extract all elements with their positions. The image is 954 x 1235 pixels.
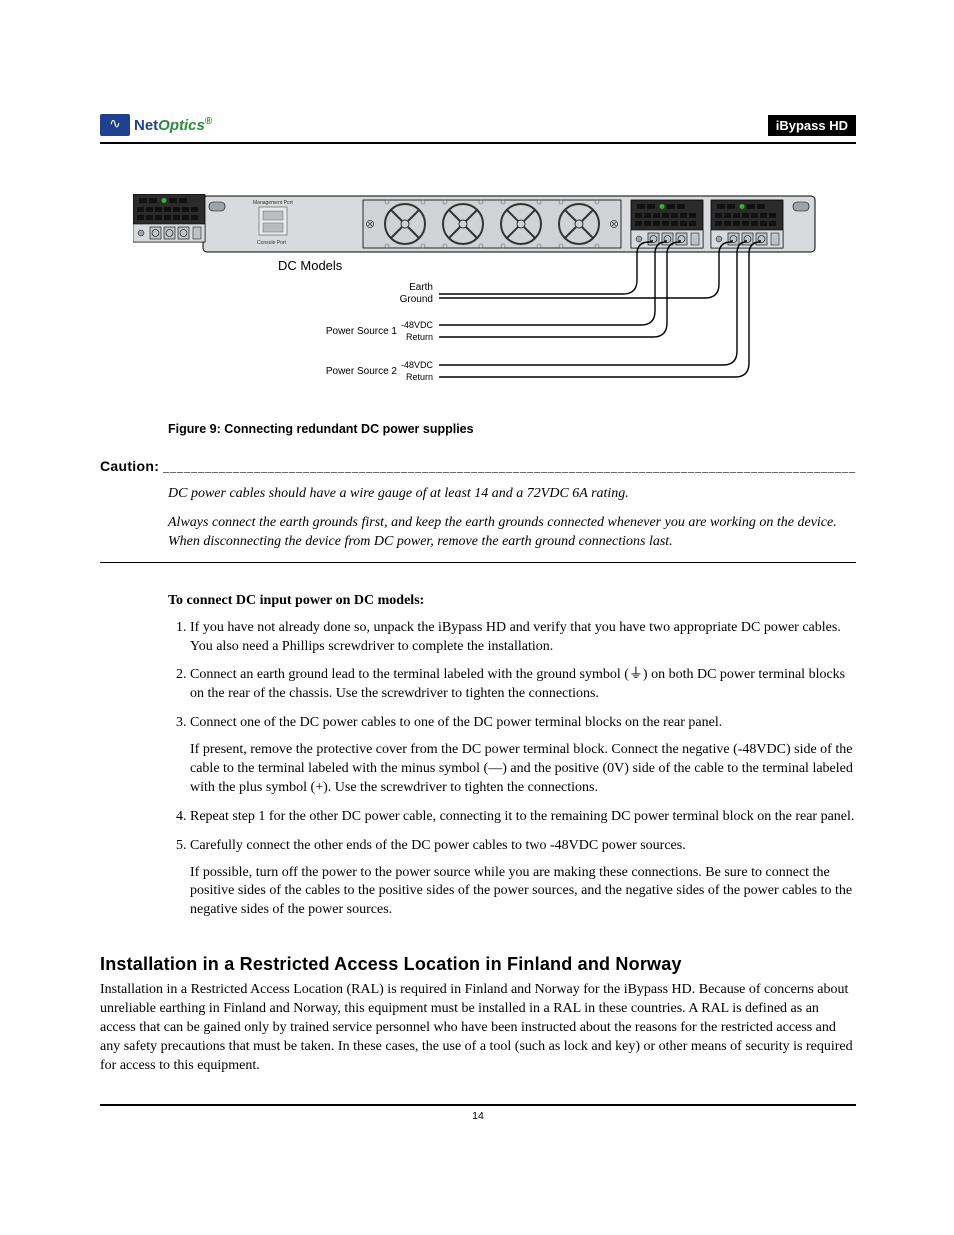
section-body: Installation in a Restricted Access Loca…: [100, 981, 856, 1075]
document-title-badge: iBypass HD: [768, 115, 856, 136]
step-3: Connect one of the DC power cables to on…: [190, 714, 856, 798]
footer-rule: [100, 1104, 856, 1106]
caution-rule: ________________________________________…: [163, 460, 856, 475]
power-supply-module: [133, 194, 205, 242]
procedure-intro: To connect DC input power on DC models:: [168, 593, 856, 609]
procedure-block: To connect DC input power on DC models: …: [168, 593, 856, 921]
step-2: Connect an earth ground lead to the term…: [190, 666, 856, 704]
header-rule: [100, 142, 856, 144]
page-number: 14: [100, 1110, 856, 1122]
logo-registered-icon: ®: [205, 116, 212, 127]
svg-text:Ground: Ground: [400, 294, 433, 305]
logo-optics: Optics: [158, 117, 205, 134]
console-port-label: Console Port: [257, 240, 287, 246]
svg-text:-48VDC: -48VDC: [401, 320, 434, 330]
caution-para-2: Always connect the earth grounds first, …: [168, 514, 856, 552]
section-heading: Installation in a Restricted Access Loca…: [100, 954, 856, 975]
brand-logo: ∿ NetOptics®: [100, 114, 212, 136]
caution-body: DC power cables should have a wire gauge…: [168, 485, 856, 552]
figure-9: Management Port Console Port: [100, 194, 856, 436]
logo-net: Net: [134, 117, 158, 134]
procedure-steps: If you have not already done so, unpack …: [168, 619, 856, 921]
svg-text:-48VDC: -48VDC: [401, 360, 434, 370]
step-3-sub: If present, remove the protective cover …: [190, 741, 856, 798]
svg-text:Return: Return: [406, 372, 433, 382]
caution-para-1: DC power cables should have a wire gauge…: [168, 485, 856, 504]
svg-text:Earth: Earth: [409, 282, 433, 293]
page-footer: 14: [100, 1104, 856, 1122]
step-5: Carefully connect the other ends of the …: [190, 837, 856, 921]
caution-heading-row: Caution: _______________________________…: [100, 458, 856, 475]
page-content: ∿ NetOptics® iBypass HD Management Port …: [100, 112, 856, 1076]
mgmt-port-label: Management Port: [253, 200, 293, 206]
step-1: If you have not already done so, unpack …: [190, 619, 856, 657]
step-4: Repeat step 1 for the other DC power cab…: [190, 808, 856, 827]
svg-text:Power Source 1: Power Source 1: [326, 326, 398, 337]
caution-end-rule: [100, 562, 856, 563]
logo-mark-icon: ∿: [100, 114, 130, 136]
dc-models-label: DC Models: [278, 258, 343, 273]
page-header: ∿ NetOptics® iBypass HD: [100, 112, 856, 138]
svg-text:Return: Return: [406, 332, 433, 342]
figure-diagram: Management Port Console Port: [133, 194, 823, 404]
caution-label: Caution:: [100, 458, 163, 474]
logo-text: NetOptics®: [134, 116, 212, 134]
svg-text:Power Source 2: Power Source 2: [326, 366, 398, 377]
figure-caption: Figure 9: Connecting redundant DC power …: [168, 422, 856, 436]
step-5-sub: If possible, turn off the power to the p…: [190, 864, 856, 921]
